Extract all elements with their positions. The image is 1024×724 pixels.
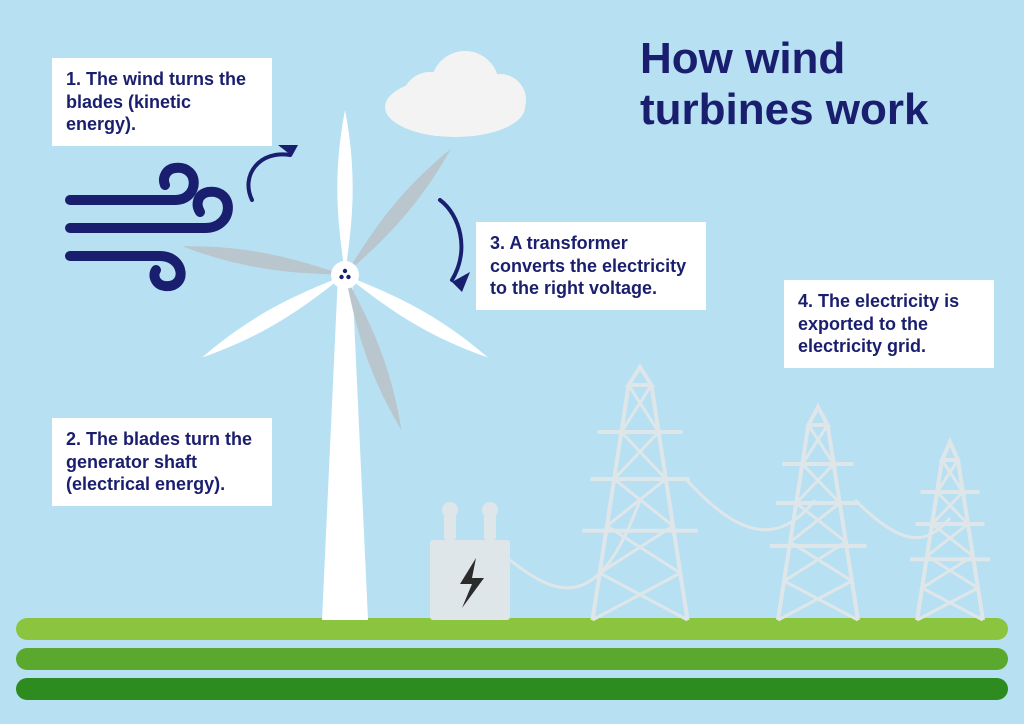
- callout-c3: 3. A transformer converts the electricit…: [476, 222, 706, 310]
- callout-c1: 1. The wind turns the blades (kinetic en…: [52, 58, 272, 146]
- pylon-icon: [770, 407, 867, 620]
- infographic-canvas: How wind turbines work 1. The wind turns…: [0, 0, 1024, 724]
- callout-c4: 4. The electricity is exported to the el…: [784, 280, 994, 368]
- pylon-icon: [582, 367, 697, 620]
- pylon-icon: [910, 442, 990, 620]
- transformer-icon: [430, 502, 510, 620]
- page-title: How wind turbines work: [640, 34, 1000, 135]
- wind-icon: [70, 168, 228, 286]
- rotation-arrow-0: [248, 145, 298, 200]
- ground-band-0: [16, 618, 1008, 640]
- power-wire: [510, 500, 640, 588]
- ground-band-2: [16, 678, 1008, 700]
- cloud-icon: [385, 51, 526, 137]
- callout-c2: 2. The blades turn the generator shaft (…: [52, 418, 272, 506]
- ground-band-1: [16, 648, 1008, 670]
- rotation-arrow-1: [440, 200, 470, 292]
